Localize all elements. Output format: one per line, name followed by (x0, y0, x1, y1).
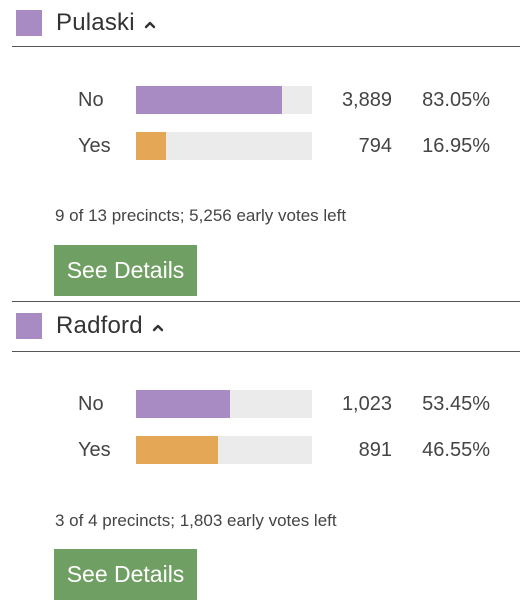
vote-percent: 16.95% (422, 135, 490, 157)
vote-bar-fill-yes (136, 436, 218, 464)
result-row-no: No 1,023 53.45% (0, 389, 520, 419)
precincts-reporting-text: 9 of 13 precincts; 5,256 early votes lef… (55, 206, 347, 225)
chevron-up-icon[interactable] (143, 18, 157, 32)
county-section-radford: Radford No 1,023 53.45% Yes 891 46.55% 3… (0, 301, 520, 600)
vote-bar-fill-yes (136, 132, 166, 160)
vote-bar-track (136, 132, 312, 160)
choice-label: No (78, 89, 104, 111)
vote-count: 891 (358, 439, 392, 461)
vote-percent: 46.55% (422, 439, 490, 461)
see-details-button[interactable]: See Details (54, 549, 197, 600)
result-row-yes: Yes 891 46.55% (0, 435, 520, 465)
chevron-up-icon[interactable] (151, 321, 165, 335)
vote-bar-track (136, 436, 312, 464)
see-details-button[interactable]: See Details (54, 245, 197, 296)
vote-bar-fill-no (136, 390, 231, 418)
vote-bar-track (136, 390, 312, 418)
section-divider (12, 301, 520, 302)
vote-count: 3,889 (341, 89, 392, 111)
vote-percent: 83.05% (422, 89, 490, 111)
vote-count: 1,023 (341, 393, 392, 415)
county-color-swatch (16, 313, 42, 339)
result-row-yes: Yes 794 16.95% (0, 131, 520, 161)
section-divider (12, 351, 520, 352)
county-color-swatch (16, 10, 42, 36)
precincts-reporting-text: 3 of 4 precincts; 1,803 early votes left (55, 511, 337, 530)
result-row-no: No 3,889 83.05% (0, 85, 520, 115)
choice-label: Yes (78, 439, 111, 461)
vote-bar-track (136, 86, 312, 114)
vote-count: 794 (358, 135, 392, 157)
county-header-pulaski[interactable]: Pulaski (16, 8, 157, 38)
vote-percent: 53.45% (422, 393, 490, 415)
county-section-pulaski: Pulaski No 3,889 83.05% Yes 794 16.95% 9… (0, 8, 520, 296)
choice-label: Yes (78, 135, 111, 157)
choice-label: No (78, 393, 104, 415)
section-divider (12, 46, 520, 47)
vote-bar-fill-no (136, 86, 283, 114)
county-name: Pulaski (56, 9, 135, 36)
county-name: Radford (56, 312, 143, 339)
county-header-radford[interactable]: Radford (16, 311, 165, 341)
